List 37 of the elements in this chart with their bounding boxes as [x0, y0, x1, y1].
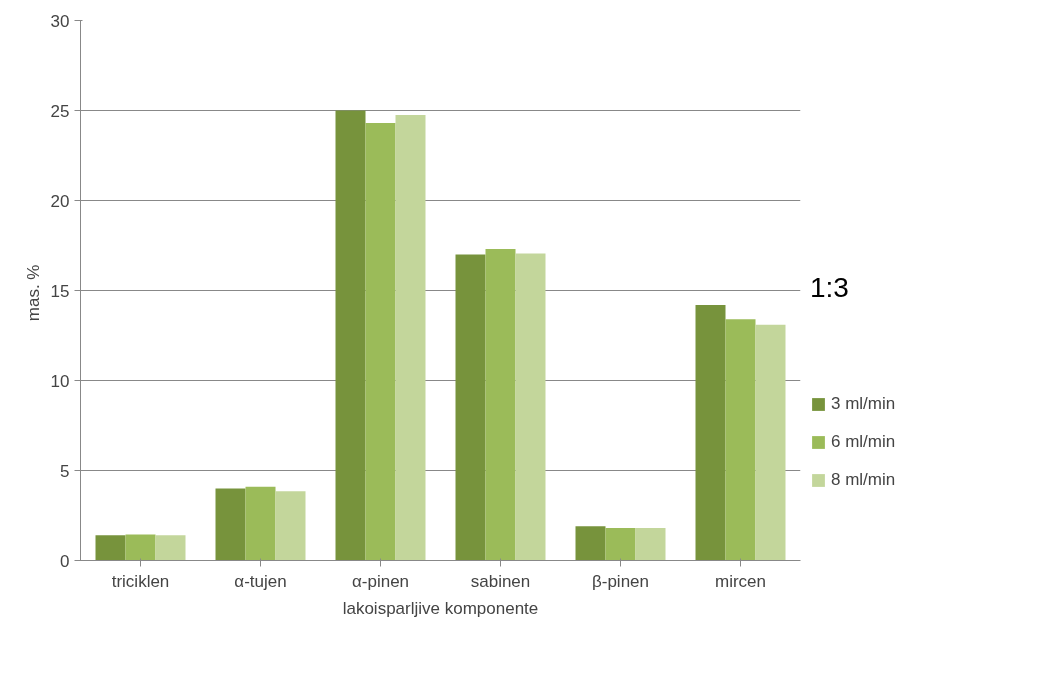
x-tick-label: triciklen — [111, 571, 170, 591]
bar — [275, 491, 306, 561]
x-tick-label: α-pinen — [351, 571, 410, 591]
bar — [245, 486, 276, 561]
y-tick-label: 0 — [60, 551, 70, 571]
x-tick-label: α-tujen — [234, 571, 287, 591]
y-tick-label: 15 — [50, 281, 70, 301]
x-axis-title: lakoisparljive komponente — [342, 598, 539, 618]
bar — [365, 123, 396, 561]
bar — [605, 528, 636, 561]
bar — [575, 526, 606, 561]
y-tick-label: 5 — [60, 461, 70, 481]
y-axis-title: mas. % — [23, 264, 43, 322]
legend-label: 3 ml/min — [831, 394, 896, 414]
bar — [485, 249, 516, 561]
bar — [125, 534, 156, 561]
y-tick-label: 20 — [50, 191, 70, 211]
bar — [95, 535, 126, 561]
legend-label: 8 ml/min — [831, 470, 896, 490]
legend-label: 6 ml/min — [831, 432, 896, 452]
bar — [635, 528, 666, 561]
text: 1:3 — [810, 272, 850, 304]
bar — [455, 254, 486, 561]
y-tick-label: 25 — [50, 101, 70, 121]
x-tick-label: mircen — [715, 571, 767, 591]
bar — [725, 319, 756, 561]
bar — [215, 488, 246, 561]
bar — [335, 110, 366, 561]
y-tick-label: 30 — [50, 11, 70, 31]
y-tick-label: 10 — [50, 371, 70, 391]
bar — [155, 535, 186, 561]
bar — [755, 324, 786, 561]
bar — [695, 304, 726, 561]
x-tick-label: sabinen — [470, 571, 531, 591]
x-tick-label: β-pinen — [591, 571, 650, 591]
bar — [395, 115, 426, 561]
bar — [515, 253, 546, 561]
